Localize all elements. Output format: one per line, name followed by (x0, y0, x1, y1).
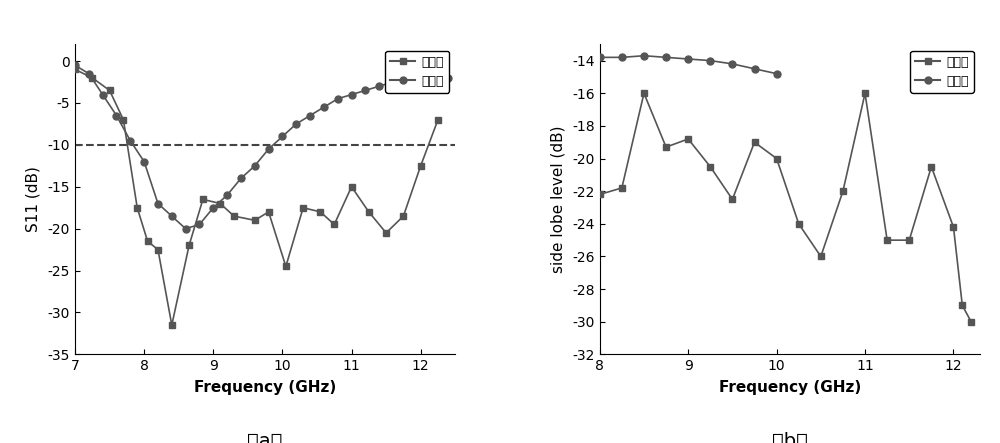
X-axis label: Frequency (GHz): Frequency (GHz) (194, 380, 336, 395)
Legend: 四口径, 双口径: 四口径, 双口径 (385, 51, 449, 93)
Y-axis label: S11 (dB): S11 (dB) (26, 167, 41, 232)
Text: （a）: （a） (247, 432, 283, 443)
Y-axis label: side lobe level (dB): side lobe level (dB) (550, 126, 565, 273)
Text: （b）: （b） (772, 432, 808, 443)
Legend: 四口径, 双口径: 四口径, 双口径 (910, 51, 974, 93)
X-axis label: Frequency (GHz): Frequency (GHz) (719, 380, 861, 395)
